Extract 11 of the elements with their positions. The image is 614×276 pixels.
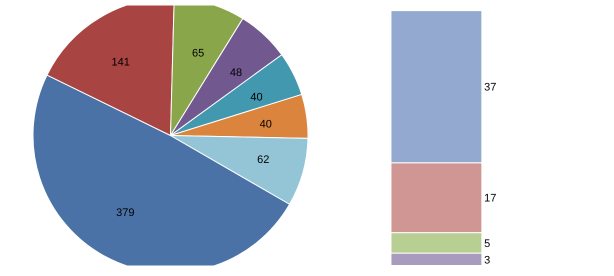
data-label: 40 xyxy=(260,118,272,130)
data-label: 40 xyxy=(250,92,263,104)
data-label: 37 xyxy=(484,82,496,94)
data-label: 65 xyxy=(192,47,204,60)
data-label: 379 xyxy=(116,207,134,220)
data-label: 5 xyxy=(484,238,490,250)
data-label: 141 xyxy=(111,56,130,68)
data-label: 48 xyxy=(230,67,242,80)
data-label: 3 xyxy=(484,254,490,266)
data-label: 17 xyxy=(484,192,496,205)
data-label: 62 xyxy=(257,154,270,166)
